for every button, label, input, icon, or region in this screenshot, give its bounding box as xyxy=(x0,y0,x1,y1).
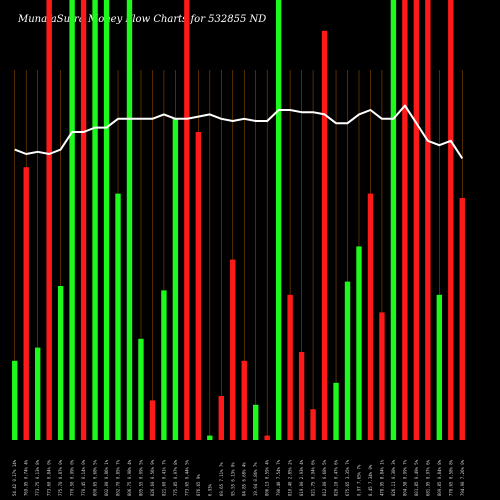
flow-bar-32 xyxy=(367,193,374,440)
x-tick-label: 773.60 0.84% 0% xyxy=(47,459,52,496)
x-tick-label: 802.70 0.85% 7% xyxy=(116,459,121,496)
flow-bar-33 xyxy=(379,312,385,440)
flow-bar-26 xyxy=(298,352,305,440)
x-tick-label: 800.65 0.68% 5% xyxy=(93,459,98,496)
x-tick-label: 804.58 0.99% 7% xyxy=(402,459,407,496)
x-tick-label: 806.75 0.98% 4% xyxy=(127,459,132,496)
flow-bar-4 xyxy=(46,0,52,440)
x-tick-label: 54.42 0.17% 14% xyxy=(12,459,17,496)
flow-bar-1 xyxy=(12,360,18,440)
flow-bar-28 xyxy=(321,30,328,441)
x-tick-label: 806.13 0.59% 4% xyxy=(265,459,270,496)
flow-bar-31 xyxy=(356,246,362,440)
x-tick-label: 810.40 2.85% 2% xyxy=(288,459,293,496)
x-tick-label: 826.60 0.56% 9% xyxy=(150,459,155,496)
flow-bar-22 xyxy=(253,404,259,440)
flow-bar-19 xyxy=(218,396,224,440)
x-tick-label: 821.75 0.94% 6% xyxy=(311,459,316,496)
x-tick-label: 675.65 3.35% 7% xyxy=(345,459,350,496)
x-tick-label: 801.85 0.49% 5% xyxy=(414,459,419,496)
flow-bar-15 xyxy=(172,118,179,441)
flow-bar-24 xyxy=(275,0,282,440)
x-tick-label: 770.50 0.99% 0% xyxy=(70,459,75,496)
flow-bar-2 xyxy=(23,167,29,440)
flow-bar-39 xyxy=(448,0,454,440)
flow-bar-37 xyxy=(425,0,431,440)
x-tick-label: 809.85 0.84% 8% xyxy=(437,459,442,496)
flow-bar-6 xyxy=(69,0,75,440)
flow-bar-3 xyxy=(34,347,41,440)
x-tick-label: 812.00 0.68% 5% xyxy=(322,459,327,496)
x-tick-label: 6.93% xyxy=(207,483,212,496)
x-tick-label: 802.00 0.86% 1% xyxy=(104,459,109,496)
x-tick-label: 769.95 0.74% 4% xyxy=(24,459,29,496)
x-tick-label: 778.65 0.58% 8% xyxy=(448,459,453,496)
x-tick-label: 69.65 7.11% 7% xyxy=(219,462,224,496)
x-tick-label: 773.65 0.44% 5% xyxy=(184,459,189,496)
flow-bar-27 xyxy=(310,409,316,440)
x-tick-label: 821.60 0.41% 7% xyxy=(161,459,166,496)
flow-bar-36 xyxy=(413,0,420,440)
flow-bar-10 xyxy=(115,193,121,440)
flow-bar-18 xyxy=(207,435,213,440)
chart-title: MunafaSutra Money Flow Charts for 532855… xyxy=(18,14,267,25)
x-tick-label: 95.55 6.13% 0% xyxy=(230,462,235,496)
flow-bar-12 xyxy=(138,338,144,440)
flow-bar-25 xyxy=(287,294,293,440)
x-tick-label: 478.95 8.84% 1% xyxy=(379,459,384,496)
x-tick-label: 84.85 6.68% 4% xyxy=(242,462,247,496)
flow-bar-20 xyxy=(230,259,236,440)
x-tick-label: 790.40 7.54% 7% xyxy=(276,459,281,496)
x-tick-label: 826.11 0.38% 3% xyxy=(391,459,396,496)
flow-bar-16 xyxy=(184,0,190,440)
x-tick-label: 0.97 7.65% 7% xyxy=(356,464,361,496)
flow-bar-21 xyxy=(241,360,247,440)
flow-bar-9 xyxy=(103,0,110,440)
x-tick-label: 770.45 0.14% 0% xyxy=(81,459,86,496)
flow-bar-5 xyxy=(57,286,64,440)
flow-bar-30 xyxy=(344,281,351,440)
flow-bar-34 xyxy=(390,0,397,440)
flow-bar-38 xyxy=(436,294,443,440)
x-tick-label: 8.45 7.34% 0% xyxy=(368,464,373,496)
flow-bar-23 xyxy=(264,435,270,440)
flow-bar-13 xyxy=(149,400,156,440)
x-tick-label: 773.75 0.13% 8% xyxy=(35,459,40,496)
flow-bar-40 xyxy=(459,198,465,440)
x-tick-label: 19.94 0.86% 7% xyxy=(253,462,258,496)
flow-bar-7 xyxy=(80,0,87,440)
x-tick-label: 819.00 2.93% 4% xyxy=(299,459,304,496)
x-tick-label: 794.90 7.26% 0% xyxy=(460,459,465,496)
x-tick-label: 775.85 0.97% 8% xyxy=(173,459,178,496)
flow-bar-14 xyxy=(161,290,167,440)
x-tick-label: 681.95 0.97% 6% xyxy=(425,459,430,496)
x-tick-label: 820.10 0.47% 6% xyxy=(334,459,339,496)
price-line xyxy=(14,104,464,159)
flow-bar-11 xyxy=(126,0,133,440)
flow-bar-29 xyxy=(333,382,339,440)
x-tick-label: 805.55 0.09% 5% xyxy=(138,459,143,496)
flow-bar-35 xyxy=(402,0,408,440)
x-tick-label: 876.65 9% xyxy=(196,474,201,496)
x-tick-label: 775.70 0.87% 0% xyxy=(58,459,63,496)
flow-bar-8 xyxy=(92,0,98,440)
flow-bar-17 xyxy=(195,132,202,440)
